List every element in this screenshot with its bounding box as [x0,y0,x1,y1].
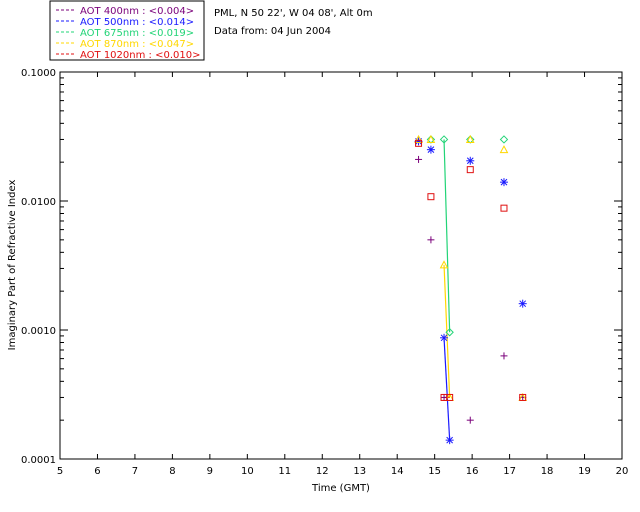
data-point [415,139,423,147]
legend-label: AOT 870nm : <0.047> [80,39,194,50]
data-point [415,155,423,163]
x-tick-label: 7 [132,466,138,477]
x-tick-label: 8 [169,466,175,477]
series-line [443,337,451,441]
marker-shape [427,193,435,201]
y-tick-label: 0.0001 [21,455,56,466]
y-tick-label: 0.0010 [21,326,56,337]
marker-shape [415,139,423,147]
marker-shape [499,145,509,154]
marker-shape [445,328,454,337]
marker-shape [446,393,454,401]
data-point [500,352,508,360]
x-tick-label: 15 [428,466,441,477]
marker-stroke [446,436,454,444]
marker-shape [519,393,527,401]
x-tick-label: 18 [541,466,554,477]
y-tick-label: 0.0100 [21,197,56,208]
marker-shape [500,204,508,212]
data-point [426,145,435,154]
marker-shape [414,134,423,143]
legend: AOT 400nm : <0.004>AOT 500nm : <0.014>AO… [49,0,205,61]
data-point [446,393,454,401]
x-tick-label: 6 [94,466,100,477]
marker-stroke [500,178,508,186]
date-info: Data from: 04 Jun 2004 [214,26,331,37]
x-tick-label: 5 [57,466,63,477]
data-point [499,135,509,144]
marker-shape [439,260,449,269]
y-tick-label: 0.1000 [21,68,56,79]
marker-stroke [466,157,474,165]
data-point [445,436,454,445]
marker-stroke [440,334,448,342]
data-point [519,393,527,401]
x-tick-label: 10 [241,466,254,477]
site-info: PML, N 50 22', W 04 08', Alt 0m [214,8,373,19]
data-point [466,166,474,174]
y-axis-label: Imaginary Part of Refractive Index [7,180,18,351]
marker-shape [466,166,474,174]
x-tick-label: 13 [353,466,366,477]
x-tick-label: 17 [503,466,516,477]
legend-label: AOT 400nm : <0.004> [80,6,194,17]
legend-label: AOT 675nm : <0.019> [80,28,194,39]
series-line [443,139,451,333]
legend-label: AOT 1020nm : <0.010> [80,50,200,61]
data-point [465,134,475,143]
data-point [426,134,436,143]
marker-shape [426,134,436,143]
marker-shape [465,134,475,143]
marker-stroke [519,300,527,308]
x-axis-label: Time (GMT) [311,483,370,494]
data-point [518,299,527,308]
data-point [500,204,508,212]
x-tick-label: 19 [578,466,591,477]
data-point [439,135,449,144]
data-point [466,416,474,424]
x-tick-label: 16 [466,466,479,477]
marker-stroke [427,146,435,154]
data-point [499,178,508,187]
plot-area [59,71,623,460]
x-tick-label: 20 [616,466,629,477]
x-tick-label: 14 [391,466,404,477]
data-point [439,260,449,269]
data-point [427,193,435,201]
legend-box [49,0,205,61]
data-point [414,134,423,143]
x-tick-label: 12 [316,466,329,477]
marker-shape [499,135,509,144]
data-point [466,156,475,165]
data-point [499,145,509,154]
data-point [445,328,454,337]
data-point [427,236,435,244]
x-tick-label: 11 [278,466,291,477]
marker-shape [439,135,449,144]
x-tick-label: 9 [207,466,213,477]
legend-label: AOT 500nm : <0.014> [80,17,194,28]
data-point [440,333,449,342]
